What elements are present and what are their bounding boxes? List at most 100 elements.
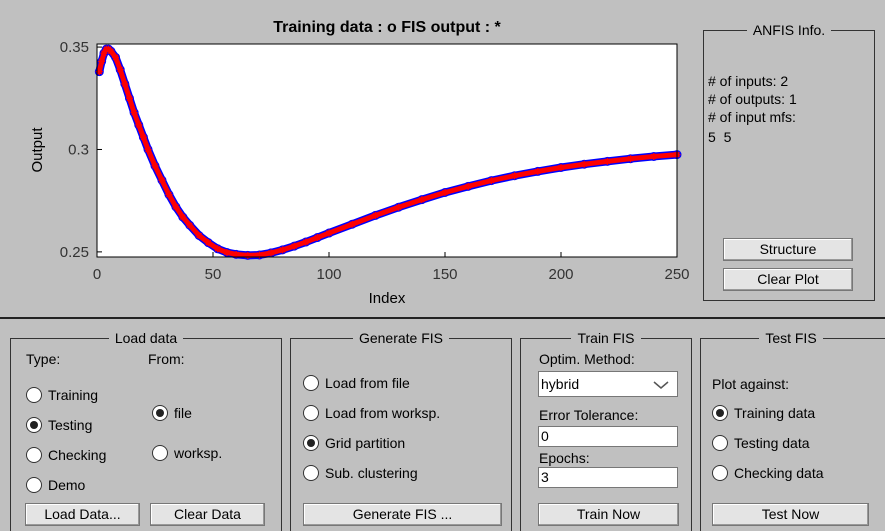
fis-output-point [204, 239, 212, 247]
series-trace [96, 46, 680, 258]
axes-box [96, 43, 678, 258]
fis-output-point [172, 203, 180, 211]
structure-button[interactable]: Structure [723, 238, 853, 261]
radio-checking[interactable]: Checking [26, 447, 106, 463]
fis-output-point [418, 196, 426, 204]
fis-output-point [279, 246, 287, 254]
fis-output-point [441, 188, 449, 196]
fis-output-point [580, 160, 588, 168]
train-now-button[interactable]: Train Now [538, 503, 679, 526]
train-fis-panel: Train FIS Optim. Method: hybrid Error To… [520, 330, 692, 531]
panel-title: Generate FIS [352, 330, 450, 346]
separator [0, 317, 885, 319]
fis-output-point [487, 177, 495, 185]
radio-testing[interactable]: Testing [26, 417, 92, 433]
fis-output-point [371, 211, 379, 219]
radio-training-data[interactable]: Training data [712, 405, 815, 421]
load-data-panel: Load data Type: From: Training Testing C… [10, 330, 282, 531]
clear-data-button[interactable]: Clear Data [150, 503, 265, 526]
x-tick-label: 150 [432, 266, 457, 283]
from-label: From: [148, 351, 185, 367]
x-tick-label: 200 [548, 266, 573, 283]
info-line: # of input mfs: [708, 109, 796, 125]
fis-output-point [557, 163, 565, 171]
radio-file[interactable]: file [152, 405, 192, 421]
fis-output-point [534, 167, 542, 175]
radio-label: Load from worksp. [325, 405, 441, 421]
fis-output-point [214, 245, 222, 253]
panel-title: ANFIS Info. [746, 22, 832, 38]
fis-output-point [650, 152, 658, 160]
method-label: Optim. Method: [539, 351, 635, 367]
clear-plot-button[interactable]: Clear Plot [723, 268, 853, 291]
radio-sub-clustering[interactable]: Sub. clustering [303, 465, 418, 481]
x-tick-label: 100 [316, 266, 341, 283]
fis-output-point [158, 176, 166, 184]
fis-output-point [116, 66, 124, 74]
plot-area: Training data : o FIS output : * Output … [29, 19, 690, 307]
radio-label: Grid partition [325, 435, 406, 451]
fis-output-point [511, 172, 519, 180]
chart-title: Training data : o FIS output : * [273, 19, 501, 36]
fis-output-point [107, 47, 115, 55]
plot-against-label: Plot against: [712, 376, 790, 392]
fis-output-point [139, 133, 147, 141]
fis-output-point [121, 80, 129, 88]
tolerance-label: Error Tolerance: [539, 407, 639, 423]
info-line: # of inputs: 2 [708, 73, 789, 89]
radio-label: Load from file [325, 375, 410, 391]
panel-title: Train FIS [571, 330, 641, 346]
fis-output-point [627, 155, 635, 163]
dropdown-arrow [653, 381, 669, 389]
y-tick-label: 0.25 [60, 244, 89, 261]
load-data-button[interactable]: Load Data... [25, 503, 140, 526]
panel-title: Load data [108, 330, 184, 346]
radio-testing-data[interactable]: Testing data [712, 435, 810, 451]
fis-output-point [195, 231, 203, 239]
fis-output-point [325, 229, 333, 237]
fis-output-point [130, 109, 138, 117]
fis-output-point [267, 249, 275, 257]
generate-fis-button[interactable]: Generate FIS ... [303, 503, 502, 526]
fis-output-point [464, 182, 472, 190]
plot-background [97, 44, 677, 257]
radio-demo[interactable]: Demo [26, 477, 85, 493]
dropdown-value: hybrid [541, 376, 580, 392]
fis-output-point [98, 57, 106, 65]
epochs-input[interactable]: 3 [538, 467, 678, 488]
fis-output-point [395, 203, 403, 211]
test-fis-panel: Test FIS Plot against: Training data Tes… [700, 330, 885, 531]
radio-label: Training [48, 387, 99, 403]
radio-grid-partition[interactable]: Grid partition [303, 435, 405, 451]
fis-output-point [313, 234, 321, 242]
radio-label: worksp. [174, 445, 223, 461]
radio-load-worksp[interactable]: Load from worksp. [303, 405, 440, 421]
fis-output-point [151, 162, 159, 170]
x-tick-label: 250 [664, 266, 689, 283]
radio-label: file [174, 405, 192, 421]
y-axis-label: Output [29, 127, 46, 173]
tolerance-input[interactable]: 0 [538, 426, 678, 447]
fis-output-point [603, 157, 611, 165]
fis-output-point [179, 213, 187, 221]
fis-output-point [186, 221, 194, 229]
radio-training[interactable]: Training [26, 387, 98, 403]
fis-output-point [232, 250, 240, 258]
x-axis-label: Index [369, 290, 406, 307]
radio-label: Testing [48, 417, 93, 433]
generate-fis-panel: Generate FIS Load from file Load from wo… [290, 330, 512, 531]
panel-title: Test FIS [759, 330, 823, 346]
y-tick-label: 0.3 [68, 141, 89, 158]
training-point [185, 220, 195, 230]
radio-label: Testing data [734, 435, 810, 451]
fis-output-point [95, 68, 103, 76]
radio-load-file[interactable]: Load from file [303, 375, 410, 391]
test-now-button[interactable]: Test Now [712, 503, 869, 526]
method-dropdown[interactable]: hybrid [538, 371, 678, 397]
fis-output-point [144, 145, 152, 153]
radio-checking-data[interactable]: Checking data [712, 465, 824, 481]
info-line: # of outputs: 1 [708, 91, 797, 107]
radio-worksp[interactable]: worksp. [152, 445, 222, 461]
fis-output-point [255, 251, 263, 259]
